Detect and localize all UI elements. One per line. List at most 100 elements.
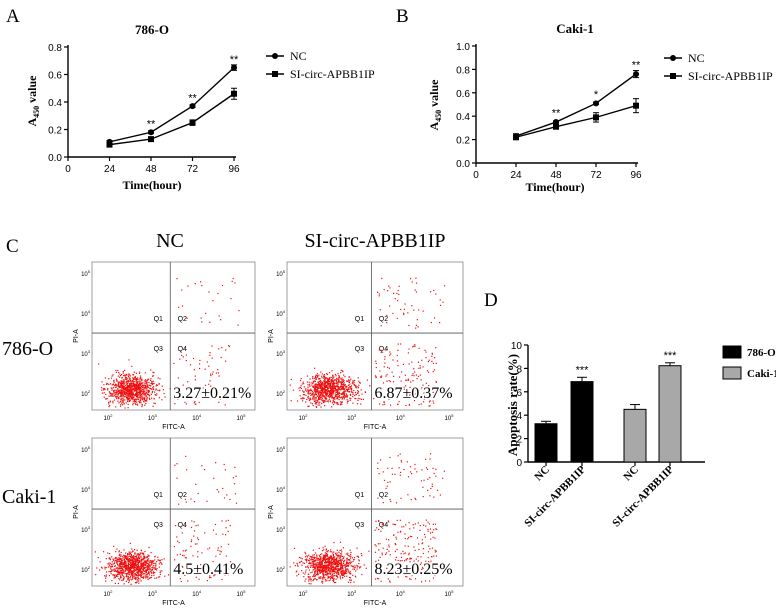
flow-event-q4 [422, 548, 424, 550]
flow-event [302, 400, 304, 402]
flow-event [302, 381, 304, 383]
panel-c-row-label-786o: 786-O [2, 338, 53, 360]
flow-event-q2 [435, 468, 437, 470]
flow-event-q4 [185, 354, 187, 356]
flow-event [116, 574, 118, 577]
flow-event [130, 394, 132, 396]
flow-event-q2 [410, 278, 412, 280]
flow-event [109, 557, 111, 559]
flow-event [323, 564, 325, 566]
flow-event [136, 391, 138, 393]
flow-event [125, 378, 127, 381]
flow-event-q4 [374, 544, 376, 546]
flow-event [137, 553, 139, 555]
flow-event [353, 379, 356, 382]
flow-event [120, 575, 122, 577]
flow-event [149, 565, 151, 567]
flow-event-q4 [200, 568, 202, 570]
flow-event [118, 578, 120, 580]
flow-event [347, 562, 349, 564]
flow-event [125, 555, 127, 557]
flow-event-q4 [173, 362, 175, 364]
flow-event [149, 570, 151, 572]
panel-b-x-tick-label: 0 [473, 170, 479, 181]
flow-event-q2 [231, 280, 233, 282]
flow-event-q4 [225, 527, 227, 529]
flow-event [348, 391, 350, 393]
flow-event [110, 383, 112, 385]
flow-event-q4 [435, 362, 437, 364]
flow-event [129, 389, 131, 392]
flow-event [105, 580, 107, 582]
flow-event-q4 [413, 560, 415, 562]
flow-event [117, 385, 120, 387]
flow-event [125, 561, 127, 563]
flow-event [143, 576, 145, 578]
flow-event [314, 388, 316, 390]
flow-event [318, 562, 320, 564]
flow-event-q2 [403, 308, 405, 310]
flow-event [121, 391, 123, 393]
flow-event-q4 [378, 549, 380, 551]
flow-event [324, 382, 326, 384]
flow-event-q4 [424, 349, 426, 351]
flow-event [312, 563, 314, 565]
flow-event [310, 572, 312, 574]
flow-event [133, 385, 135, 387]
flow-event [313, 389, 315, 391]
flow-event [318, 396, 321, 398]
flow-event-q4 [187, 580, 189, 582]
flow-event-q4 [395, 556, 397, 558]
flow-event [125, 381, 127, 383]
flow-event [335, 567, 337, 569]
flow-event [101, 389, 103, 391]
flow-event [152, 375, 154, 377]
flow-event [128, 573, 130, 575]
flow-event [146, 387, 148, 389]
flow-event [123, 395, 125, 397]
flow-event-q4 [215, 533, 217, 535]
flow-event [351, 387, 353, 389]
flow-event [142, 562, 144, 564]
flow-event-q4 [384, 358, 386, 360]
flow-event [123, 398, 125, 400]
flow-event [146, 566, 148, 568]
flow-event-q2 [378, 473, 380, 475]
flow-event [121, 398, 123, 400]
flow-event [123, 577, 125, 579]
flow-event [109, 562, 112, 564]
flow-event [344, 376, 346, 378]
flow-event-q4 [218, 348, 220, 350]
flow-event [121, 566, 123, 568]
flow-event [104, 575, 106, 577]
flow-event [143, 396, 145, 398]
flow-event [115, 575, 117, 577]
flow-event [129, 551, 131, 553]
flow-event [339, 557, 341, 559]
flow-event [134, 556, 136, 558]
flow-event [315, 393, 318, 396]
flow-event [348, 564, 350, 566]
flow-event [135, 403, 137, 406]
panel-a-x-tick-label: 0 [65, 164, 71, 175]
flow-event-q4 [407, 352, 409, 354]
flow-event [323, 554, 325, 556]
flow-event-q4 [181, 354, 183, 356]
flow-event [134, 575, 136, 577]
flow-event [125, 386, 127, 388]
flow-event [113, 568, 115, 570]
panel-a-series: ****** [106, 54, 239, 148]
flow-event [306, 381, 308, 383]
flow-event [135, 372, 137, 374]
flow-event-q4 [181, 570, 183, 572]
flow-event [353, 581, 355, 583]
flow-event [338, 391, 340, 393]
flow-event [109, 391, 111, 394]
flow-event-q4 [185, 360, 187, 362]
flow-event [135, 569, 137, 571]
flow-event-q2 [403, 312, 405, 314]
quadrant-label-q2: Q2 [178, 492, 187, 499]
flow-event-q2 [393, 292, 395, 294]
flow-event-q4 [413, 345, 415, 347]
flow-event [330, 567, 332, 569]
